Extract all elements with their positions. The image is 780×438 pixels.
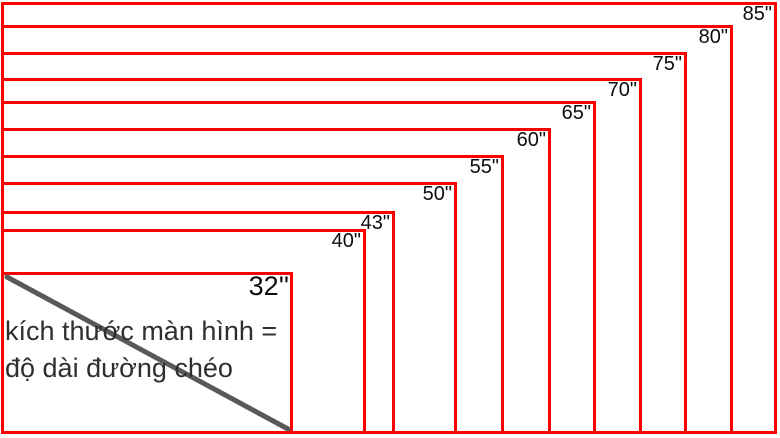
screen-size-label-40: 40" bbox=[331, 230, 361, 252]
screen-size-label-43: 43" bbox=[360, 212, 390, 234]
screen-size-label-70: 70" bbox=[607, 79, 637, 101]
screen-size-label-50: 50" bbox=[422, 183, 452, 205]
screen-size-label-60: 60" bbox=[516, 129, 546, 151]
diagonal-explanation-line1: kích thước màn hình = bbox=[5, 316, 278, 346]
screen-size-label-80: 80" bbox=[698, 26, 728, 48]
screen-size-rect-32 bbox=[1, 272, 293, 434]
diagonal-explanation: kích thước màn hình = độ dài đường chéo bbox=[5, 313, 277, 387]
screen-size-label-55: 55" bbox=[469, 156, 499, 178]
screen-size-label-32: 32'' bbox=[248, 271, 289, 301]
diagonal-explanation-line2: độ dài đường chéo bbox=[5, 353, 233, 383]
screen-size-label-75: 75" bbox=[652, 53, 682, 75]
screen-size-label-85: 85" bbox=[742, 3, 772, 25]
screen-size-label-65: 65" bbox=[561, 102, 591, 124]
